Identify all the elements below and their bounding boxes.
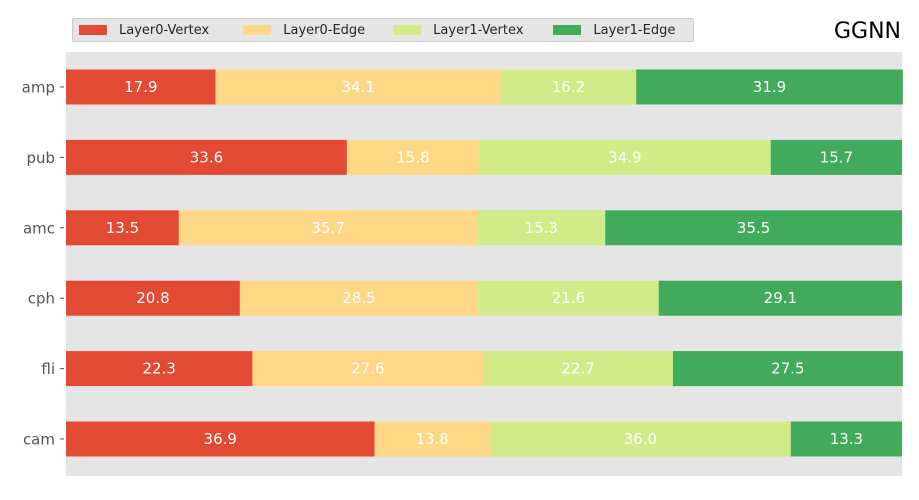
bar-amp-series-2 [500, 69, 637, 105]
bar-value-label: 28.5 [342, 289, 375, 307]
legend-label-layer1-edge: Layer1-Edge [593, 22, 676, 38]
bar-amc-series-0 [66, 210, 179, 246]
bar-value-label: 15.8 [396, 148, 429, 166]
bar-value-label: 29.1 [764, 289, 797, 307]
bar-value-label: 33.6 [190, 148, 223, 166]
bar-value-label: 16.2 [552, 78, 585, 96]
bar-amp-series-0 [66, 69, 216, 105]
bar-amc-series-3 [605, 210, 902, 246]
bar-value-label: 34.9 [608, 148, 641, 166]
bar-value-label: 36.0 [624, 430, 657, 448]
plot-background [66, 52, 902, 476]
bar-value-label: 34.1 [341, 78, 374, 96]
legend-swatch-layer1-edge [553, 25, 582, 35]
bar-pub-series-1 [346, 139, 479, 175]
bar-value-label: 27.5 [771, 360, 804, 378]
legend: Layer0-Vertex Layer0-Edge Layer1-Vertex … [72, 18, 694, 42]
bar-value-label: 27.6 [351, 360, 384, 378]
legend-label-layer0-edge: Layer0-Edge [283, 22, 366, 38]
bar-pub-series-0 [66, 139, 347, 175]
bar-value-label: 15.3 [525, 219, 558, 237]
bar-value-label: 20.8 [136, 289, 169, 307]
bar-value-label: 31.9 [753, 78, 786, 96]
bar-cph-series-3 [658, 280, 902, 316]
bar-fli-series-0 [66, 351, 253, 387]
bar-pub-series-2 [478, 139, 771, 175]
bar-amp-series-3 [636, 69, 903, 105]
bar-fli-series-3 [672, 351, 903, 387]
y-tick-label-cam: cam [23, 431, 55, 449]
chart-title: GGNN [833, 19, 901, 44]
bar-value-label: 13.5 [106, 219, 139, 237]
bars-group: 17.9 34.1 16.2 31.9 33.6 15.8 34.9 15.7 13.5 35.7… [66, 69, 903, 457]
y-tick-label-fli: fli [41, 360, 55, 378]
bar-cph-series-0 [66, 280, 240, 316]
legend-swatch-layer1-vertex [393, 25, 422, 35]
bar-value-label: 21.6 [552, 289, 585, 307]
legend-swatch-layer0-vertex [79, 25, 107, 35]
bar-cph-series-1 [239, 280, 479, 316]
bar-cph-series-2 [478, 280, 659, 316]
y-tick-label-cph: cph [28, 290, 55, 308]
bar-cam-series-3 [790, 421, 902, 457]
legend-swatch-layer0-edge [243, 25, 272, 35]
bar-fli-series-1 [252, 351, 484, 387]
legend-label-layer0-vertex: Layer0-Vertex [119, 22, 210, 38]
legend-item-layer1-vertex: Layer1-Vertex [393, 23, 523, 38]
bar-value-label: 35.7 [311, 219, 344, 237]
y-tick-label-amc: amc [23, 219, 55, 237]
bar-value-label: 15.7 [820, 148, 853, 166]
y-tick-label-pub: pub [26, 149, 55, 167]
bar-cam-series-0 [66, 421, 375, 457]
bar-value-label: 17.9 [124, 78, 157, 96]
bar-fli-series-2 [483, 351, 673, 387]
bar-value-label: 22.3 [143, 360, 176, 378]
legend-item-layer0-vertex: Layer0-Vertex [79, 23, 209, 38]
bar-value-label: 13.8 [415, 430, 448, 448]
bar-pub-series-3 [770, 139, 902, 175]
bar-cam-series-2 [489, 421, 791, 457]
bar-value-label: 35.5 [737, 219, 770, 237]
bar-value-label: 13.3 [830, 430, 863, 448]
legend-label-layer1-vertex: Layer1-Vertex [433, 22, 524, 38]
y-axis-tick-labels: amp pub amc cph fli cam [22, 79, 64, 449]
bar-value-label: 22.7 [561, 360, 594, 378]
bar-amc-series-1 [178, 210, 478, 246]
bar-cam-series-1 [374, 421, 490, 457]
bar-amc-series-2 [477, 210, 606, 246]
bar-value-label: 36.9 [204, 430, 237, 448]
y-tick-label-amp: amp [22, 79, 55, 97]
legend-item-layer0-edge: Layer0-Edge [243, 23, 365, 38]
legend-item-layer1-edge: Layer1-Edge [553, 23, 675, 38]
bar-amp-series-1 [215, 69, 501, 105]
